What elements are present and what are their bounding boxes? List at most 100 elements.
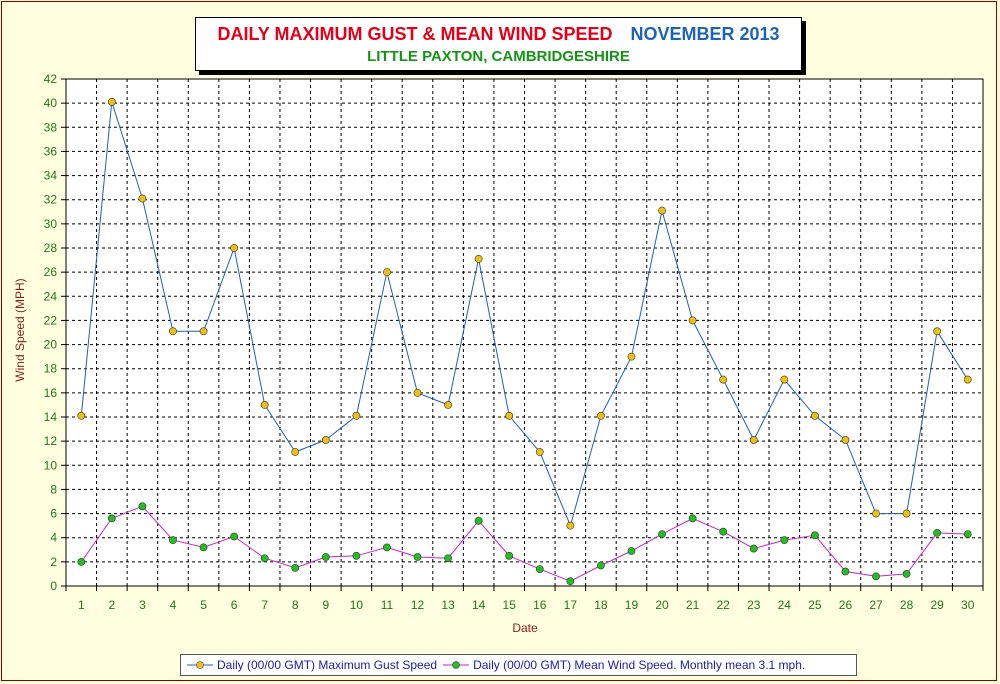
data-point-mean-wind bbox=[352, 551, 361, 560]
data-point-mean-wind bbox=[169, 536, 177, 545]
data-point-mean-wind bbox=[413, 553, 422, 561]
x-tick-label: 12 bbox=[411, 598, 425, 612]
legend-swatch-mean bbox=[443, 661, 470, 669]
y-tick-label: 0 bbox=[50, 579, 57, 593]
x-tick-label: 11 bbox=[381, 598, 394, 612]
x-tick-label: 10 bbox=[350, 598, 364, 612]
data-point-max-gust bbox=[413, 388, 422, 397]
y-tick-label: 20 bbox=[44, 338, 58, 352]
data-point-mean-wind bbox=[107, 514, 116, 523]
x-tick-label: 16 bbox=[533, 598, 547, 612]
data-point-max-gust bbox=[780, 375, 789, 384]
data-point-max-gust bbox=[77, 411, 86, 420]
data-point-max-gust bbox=[199, 327, 208, 336]
data-point-max-gust bbox=[902, 509, 911, 518]
data-point-max-gust bbox=[352, 411, 361, 420]
y-tick-label: 36 bbox=[44, 144, 58, 158]
x-tick-label: 5 bbox=[200, 598, 207, 612]
data-point-max-gust bbox=[474, 254, 483, 263]
data-point-max-gust bbox=[597, 411, 605, 420]
data-point-mean-wind bbox=[291, 563, 300, 572]
data-point-mean-wind bbox=[872, 572, 880, 581]
data-point-max-gust bbox=[169, 327, 177, 336]
y-tick-label: 24 bbox=[44, 289, 58, 303]
data-point-max-gust bbox=[749, 436, 758, 444]
y-tick-label: 16 bbox=[44, 386, 58, 400]
legend-item-gust: Daily (00/00 GMT) Maximum Gust Speed bbox=[187, 658, 437, 672]
chart-subtitle: LITTLE PAXTON, CAMBRIDGESHIRE bbox=[367, 48, 630, 65]
x-tick-label: 6 bbox=[231, 598, 238, 612]
data-point-mean-wind bbox=[77, 557, 86, 566]
y-tick-label: 28 bbox=[44, 241, 58, 255]
x-tick-label: 8 bbox=[292, 598, 299, 612]
data-point-max-gust bbox=[321, 436, 330, 444]
x-tick-label: 9 bbox=[322, 598, 329, 612]
x-tick-label: 18 bbox=[594, 598, 608, 612]
data-point-max-gust bbox=[841, 436, 850, 444]
data-point-max-gust bbox=[444, 401, 452, 409]
y-tick-label: 10 bbox=[44, 458, 58, 472]
data-point-max-gust bbox=[658, 206, 666, 215]
data-point-max-gust bbox=[963, 375, 972, 384]
data-point-max-gust bbox=[383, 268, 391, 277]
data-point-max-gust bbox=[627, 352, 636, 361]
title-box: DAILY MAXIMUM GUST & MEAN WIND SPEED NOVE… bbox=[195, 17, 802, 71]
y-tick-label: 18 bbox=[44, 362, 58, 376]
y-tick-label: 12 bbox=[44, 434, 58, 448]
x-tick-label: 17 bbox=[564, 598, 578, 612]
y-tick-label: 2 bbox=[50, 555, 57, 569]
y-tick-label: 4 bbox=[50, 531, 57, 545]
data-point-max-gust bbox=[230, 244, 239, 252]
data-point-max-gust bbox=[505, 411, 514, 420]
chart-period: NOVEMBER 2013 bbox=[630, 24, 780, 44]
data-point-max-gust bbox=[107, 98, 116, 106]
y-tick-label: 14 bbox=[44, 410, 58, 424]
x-tick-label: 20 bbox=[655, 598, 669, 612]
x-tick-label: 21 bbox=[686, 598, 700, 612]
series-line-mean-wind bbox=[80, 505, 968, 582]
data-point-mean-wind bbox=[383, 543, 391, 552]
data-point-mean-wind bbox=[749, 544, 758, 553]
x-tick-label: 4 bbox=[170, 598, 177, 612]
x-axis-label: Date bbox=[512, 621, 538, 635]
data-point-mean-wind bbox=[138, 502, 147, 511]
x-tick-label: 24 bbox=[778, 598, 792, 612]
data-point-max-gust bbox=[933, 327, 942, 336]
data-point-max-gust bbox=[291, 448, 300, 456]
legend-label-gust: Daily (00/00 GMT) Maximum Gust Speed bbox=[217, 658, 438, 672]
x-tick-label: 13 bbox=[441, 598, 455, 612]
data-point-mean-wind bbox=[260, 554, 269, 563]
legend-label-mean: Daily (00/00 GMT) Mean Wind Speed. Month… bbox=[473, 658, 806, 672]
y-tick-label: 30 bbox=[44, 217, 58, 231]
y-tick-label: 38 bbox=[44, 120, 58, 134]
y-tick-label: 22 bbox=[44, 313, 58, 327]
x-tick-label: 22 bbox=[717, 598, 731, 612]
data-point-mean-wind bbox=[566, 577, 575, 586]
y-tick-label: 26 bbox=[44, 265, 58, 279]
x-tick-label: 14 bbox=[472, 598, 486, 612]
data-point-mean-wind bbox=[719, 527, 728, 536]
data-point-mean-wind bbox=[505, 551, 514, 560]
data-point-mean-wind bbox=[597, 561, 605, 570]
data-point-mean-wind bbox=[627, 547, 636, 555]
x-tick-label: 2 bbox=[109, 598, 116, 612]
x-tick-label: 15 bbox=[503, 598, 517, 612]
x-tick-label: 7 bbox=[261, 598, 268, 612]
y-tick-label: 42 bbox=[44, 72, 58, 86]
data-point-mean-wind bbox=[688, 514, 697, 523]
legend-swatch-gust bbox=[187, 661, 213, 669]
x-tick-label: 28 bbox=[900, 598, 914, 612]
data-point-mean-wind bbox=[810, 531, 819, 540]
legend: Daily (00/00 GMT) Maximum Gust Speed Dai… bbox=[180, 654, 857, 676]
legend-item-mean: Daily (00/00 GMT) Mean Wind Speed. Month… bbox=[443, 658, 805, 672]
y-tick-label: 34 bbox=[44, 169, 58, 183]
y-tick-label: 40 bbox=[44, 96, 58, 110]
data-point-mean-wind bbox=[658, 530, 666, 538]
data-point-max-gust bbox=[260, 401, 269, 409]
y-axis-label: Wind Speed (MPH) bbox=[13, 278, 27, 382]
data-point-mean-wind bbox=[444, 554, 452, 563]
x-tick-label: 30 bbox=[961, 598, 975, 612]
data-point-mean-wind bbox=[841, 567, 850, 576]
x-tick-label: 27 bbox=[869, 598, 883, 612]
